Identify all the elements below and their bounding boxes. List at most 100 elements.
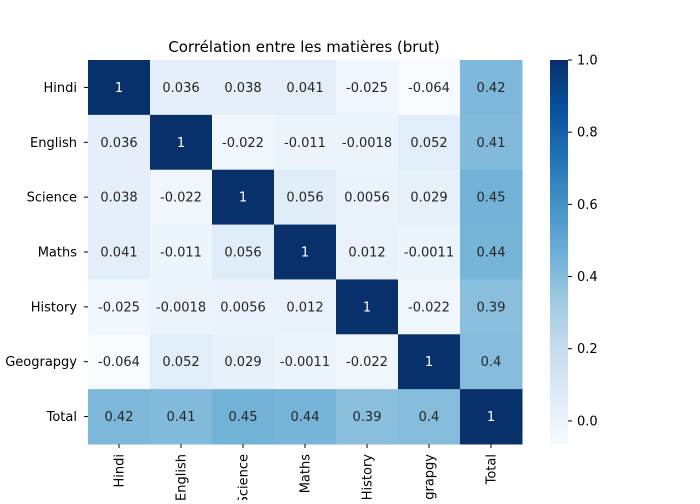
- heatmap-cell: [274, 279, 337, 335]
- cell-value-label: 0.041: [100, 246, 137, 261]
- cell-value-label: 0.39: [353, 410, 382, 425]
- cell-value-label: 1: [301, 246, 309, 261]
- cell-value-label: -0.025: [346, 81, 388, 96]
- cell-value-label: 0.052: [162, 355, 199, 370]
- cell-value-label: 0.029: [410, 191, 447, 206]
- heatmap-cell: [88, 389, 151, 445]
- heatmap-cell: [398, 114, 461, 171]
- heatmap-cell: [460, 60, 523, 116]
- cell-value-label: 0.036: [100, 136, 137, 151]
- heatmap-cell: [150, 60, 213, 116]
- cell-value-label: 0.041: [286, 81, 323, 96]
- cell-value-label: 0.038: [100, 191, 137, 206]
- heatmap-cell: [336, 169, 399, 226]
- heatmap-cells: [88, 60, 523, 445]
- heatmap-cell: [150, 114, 213, 171]
- cell-value-label: 0.029: [224, 355, 261, 370]
- cell-value-label: -0.022: [222, 136, 264, 151]
- heatmap-cell: [150, 279, 213, 335]
- cell-value-label: 0.038: [224, 81, 261, 96]
- cell-value-label: 1: [487, 410, 495, 425]
- cell-value-label: 0.012: [286, 300, 323, 315]
- heatmap-cell: [460, 224, 523, 280]
- cell-value-label: 0.0056: [344, 191, 390, 206]
- cell-value-label: -0.025: [98, 300, 140, 315]
- cell-value-label: -0.064: [408, 81, 450, 96]
- row-label: Geograpgy: [5, 355, 77, 370]
- row-label: Hindi: [44, 81, 78, 96]
- row-labels: Hindi English Science Maths History Geograpgy…: [5, 81, 88, 425]
- heatmap-cell: [398, 389, 461, 445]
- heatmap-cell: [274, 389, 337, 445]
- heatmap-cell: [88, 224, 151, 280]
- cell-value-label: -0.011: [284, 136, 326, 151]
- cell-value-label: -0.0011: [404, 246, 454, 261]
- cell-value-label: 0.41: [477, 136, 506, 151]
- cell-value-label: 0.4: [481, 355, 502, 370]
- heatmap-cell-labels: 1 0.036 0.038 0.041 -0.025 -0.064 0.42 0.036 1 -0…: [98, 81, 505, 425]
- heatmap-cell: [460, 334, 523, 390]
- heatmap-cell: [274, 224, 337, 280]
- cell-value-label: -0.022: [160, 191, 202, 206]
- colorbar-tick-label: 0.0: [577, 414, 598, 429]
- cell-value-label: 0.42: [477, 81, 506, 96]
- heatmap-cell: [398, 169, 461, 226]
- cell-value-label: -0.011: [160, 246, 202, 261]
- cell-value-label: 0.056: [224, 246, 261, 261]
- heatmap-cell: [336, 389, 399, 445]
- cell-value-label: 0.052: [410, 136, 447, 151]
- heatmap-cell: [212, 334, 275, 390]
- heatmap-cell: [460, 389, 523, 445]
- cell-value-label: 1: [239, 191, 247, 206]
- cell-value-label: 0.45: [229, 410, 258, 425]
- heatmap-cell: [336, 334, 399, 390]
- cell-value-label: 0.0056: [220, 300, 266, 315]
- column-label: Hindi: [113, 454, 128, 488]
- row-label: English: [30, 136, 77, 151]
- heatmap-cell: [150, 224, 213, 280]
- heatmap-cell: [336, 114, 399, 171]
- heatmap-cell: [88, 169, 151, 226]
- heatmap-cell: [88, 279, 151, 335]
- heatmap-cell: [460, 114, 523, 171]
- column-label: Maths: [299, 454, 314, 494]
- cell-value-label: 0.41: [167, 410, 196, 425]
- heatmap-cell: [274, 114, 337, 171]
- heatmap-cell: [212, 389, 275, 445]
- heatmap-cell: [336, 224, 399, 280]
- column-labels: Hindi English Science Maths History Geograpgy…: [113, 444, 500, 500]
- cell-value-label: 0.44: [477, 246, 506, 261]
- column-label: Science: [237, 454, 252, 500]
- cell-value-label: -0.0018: [342, 136, 392, 151]
- heatmap-cell: [274, 60, 337, 116]
- colorbar: 0.0 0.2 0.4 0.6 0.8 1.0: [550, 54, 598, 444]
- cell-value-label: -0.0011: [280, 355, 330, 370]
- heatmap-cell: [88, 334, 151, 390]
- heatmap-cell: [336, 279, 399, 335]
- colorbar-scale: [550, 60, 568, 444]
- cell-value-label: 0.4: [419, 410, 440, 425]
- heatmap-cell: [398, 60, 461, 116]
- heatmap-cell: [398, 224, 461, 280]
- cell-value-label: 0.44: [291, 410, 320, 425]
- heatmap-cell: [274, 169, 337, 226]
- row-label: Maths: [38, 246, 78, 261]
- chart-title: Corrélation entre les matières (brut): [168, 38, 439, 56]
- heatmap-cell: [88, 60, 151, 116]
- cell-value-label: 1: [425, 355, 433, 370]
- cell-value-label: 1: [177, 136, 185, 151]
- cell-value-label: 1: [363, 300, 371, 315]
- heatmap-cell: [88, 114, 151, 171]
- cell-value-label: -0.022: [408, 300, 450, 315]
- cell-value-label: 0.056: [286, 191, 323, 206]
- heatmap-cell: [336, 60, 399, 116]
- heatmap-cell: [460, 169, 523, 226]
- heatmap-cell: [150, 389, 213, 445]
- row-label: Science: [27, 191, 77, 206]
- row-label: Total: [46, 410, 77, 425]
- column-label: Total: [485, 454, 500, 485]
- heatmap-cell: [398, 279, 461, 335]
- heatmap-cell: [460, 279, 523, 335]
- heatmap-cell: [212, 224, 275, 280]
